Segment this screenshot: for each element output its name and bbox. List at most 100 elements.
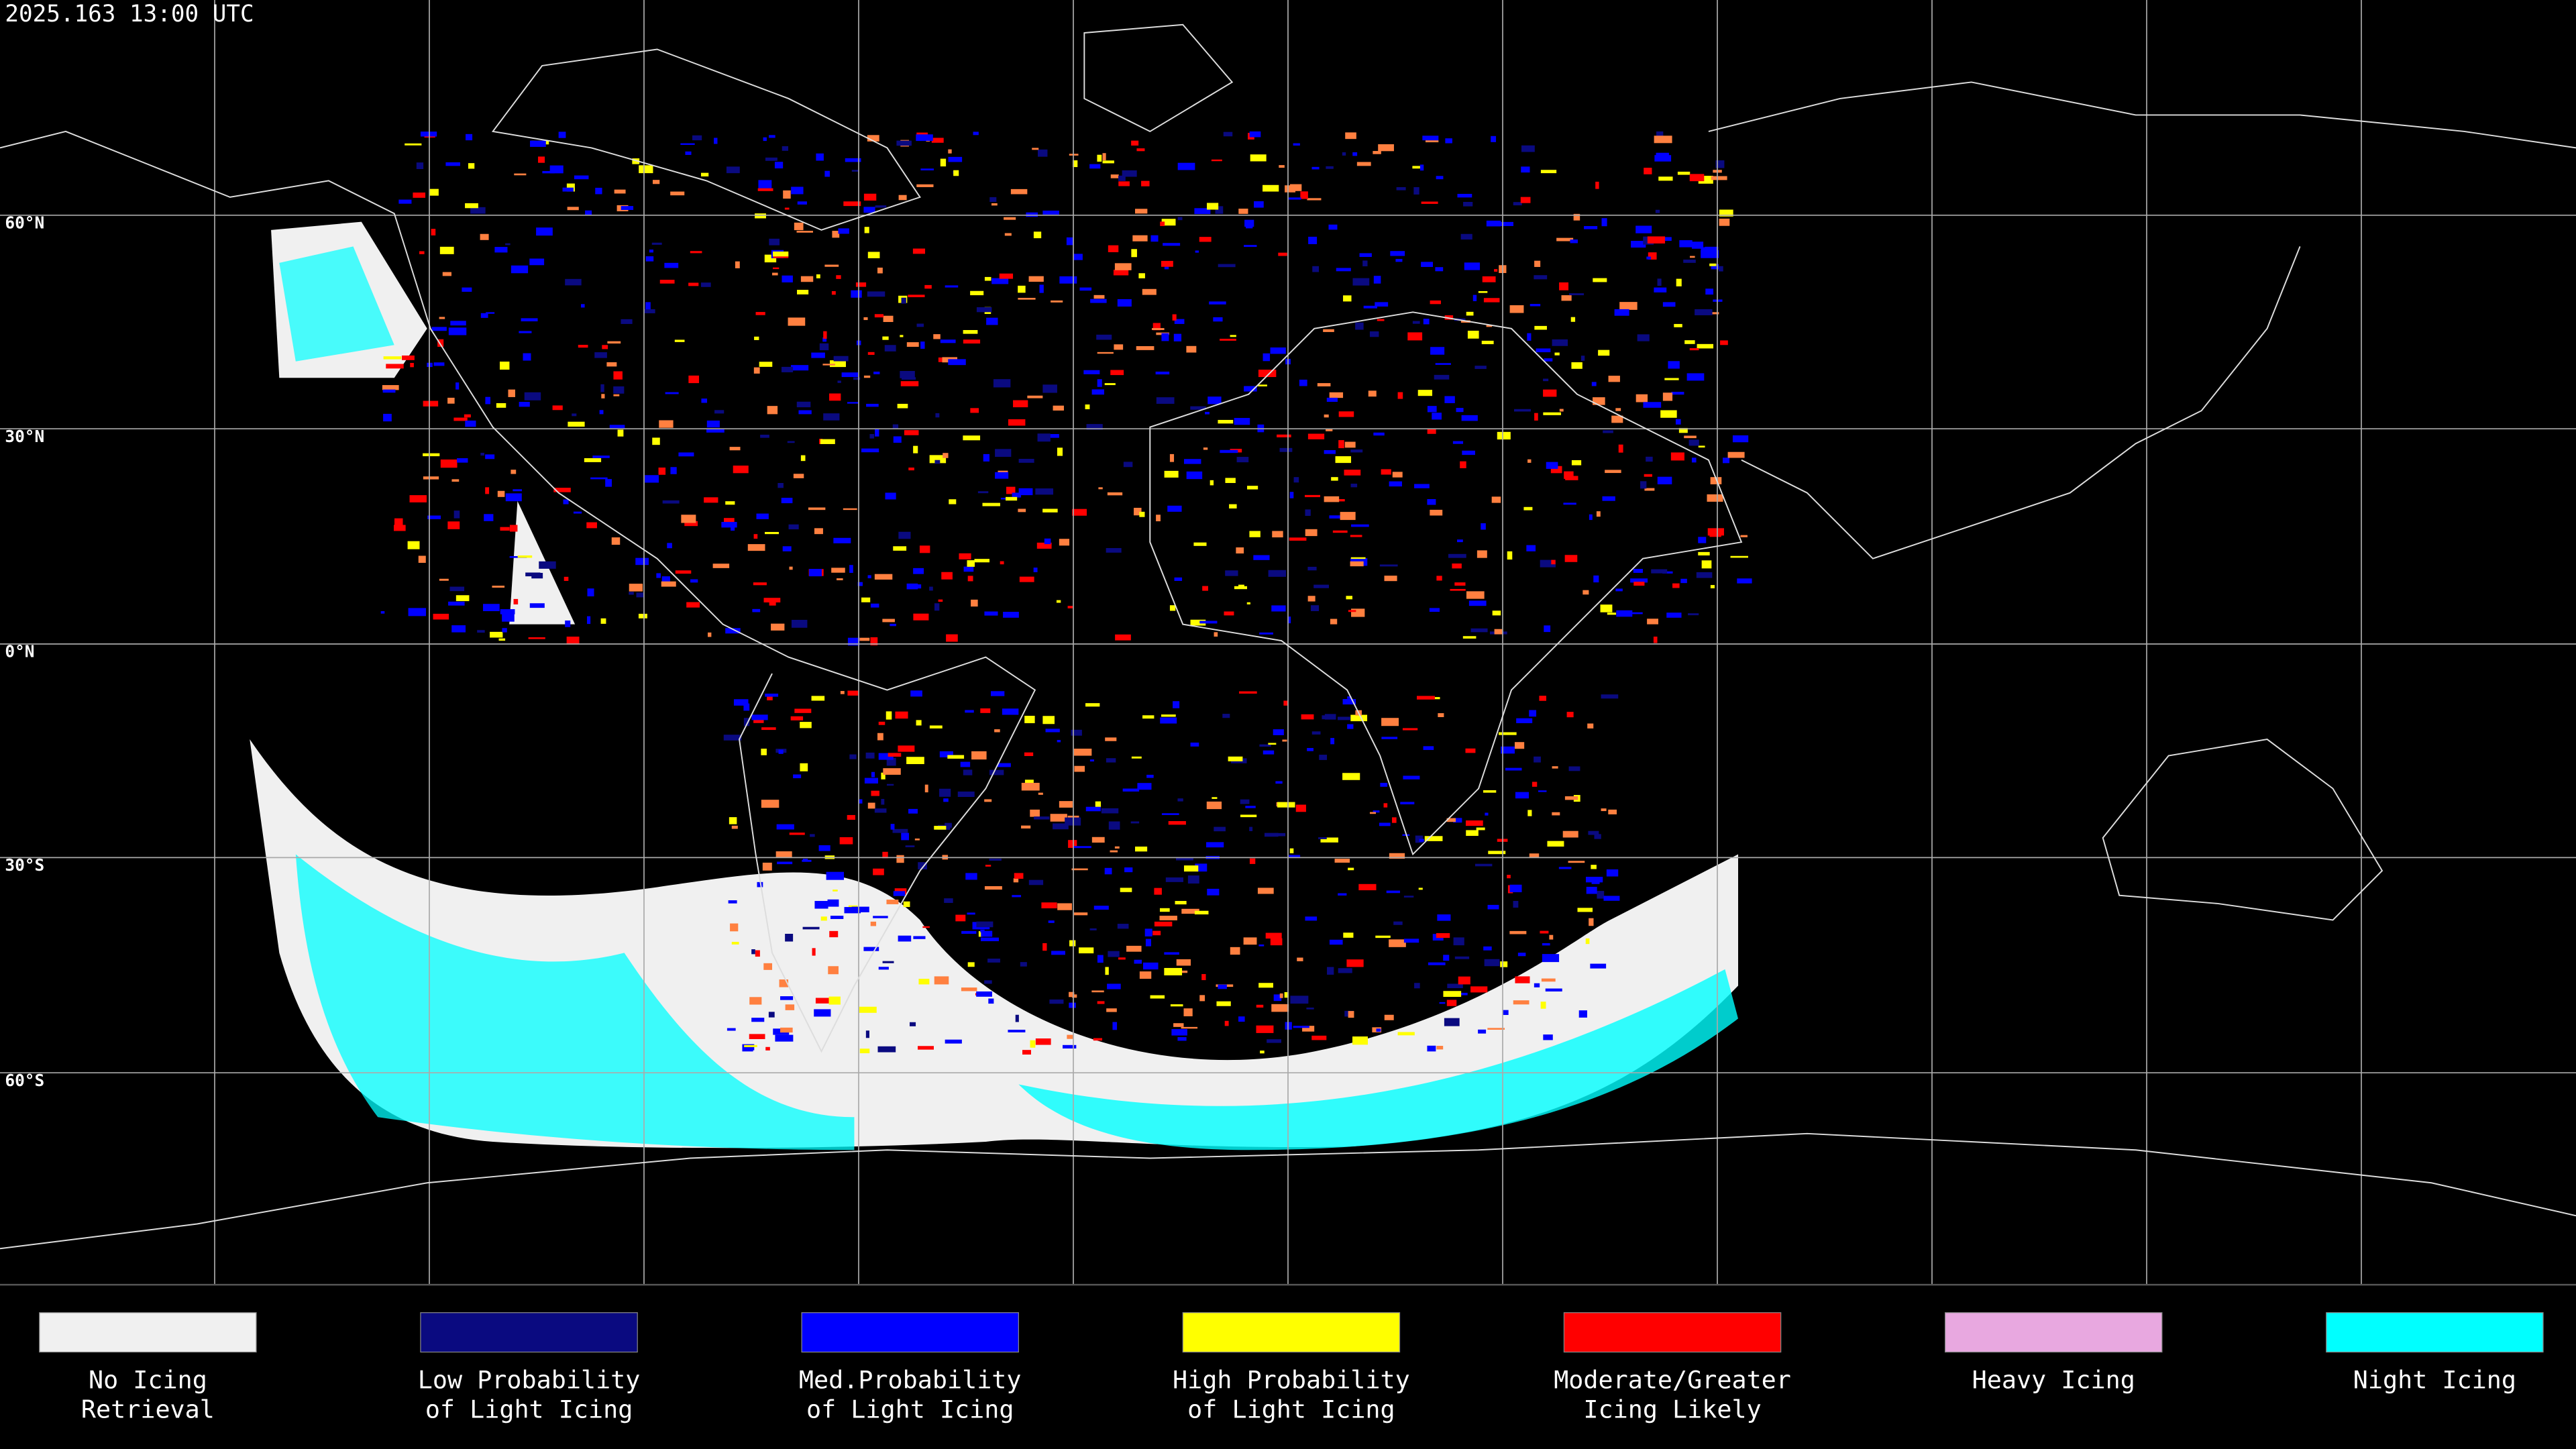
icing-pixel: [976, 921, 994, 928]
icing-pixel: [1344, 441, 1356, 448]
icing-pixel: [1501, 746, 1515, 754]
icing-pixel: [945, 285, 959, 288]
icing-pixel: [1206, 801, 1222, 810]
icing-pixel: [965, 710, 974, 713]
icing-pixel: [989, 197, 997, 202]
icing-pixel: [1073, 846, 1091, 849]
icing-pixel: [1603, 896, 1620, 901]
icing-pixel: [1457, 539, 1463, 543]
icing-pixel: [455, 382, 460, 390]
icing-pixel: [519, 331, 532, 333]
icing-pixel: [790, 716, 804, 720]
icing-pixel: [490, 631, 503, 638]
icing-pixel: [1018, 285, 1026, 293]
icing-pixel: [908, 467, 914, 471]
icing-pixel: [1491, 496, 1501, 503]
icing-pixel: [1676, 278, 1682, 286]
icing-pixel: [901, 833, 910, 841]
icing-pixel: [1004, 233, 1012, 236]
icing-pixel: [1559, 282, 1569, 290]
icing-pixel: [1123, 462, 1133, 468]
icing-pixel: [897, 403, 908, 409]
icing-pixel: [1110, 850, 1118, 853]
icing-pixel: [1369, 812, 1377, 814]
icing-pixel: [800, 276, 814, 282]
icing-pixel: [974, 559, 990, 563]
icing-pixel: [638, 613, 647, 619]
icing-pixel: [871, 771, 875, 777]
latitude-labels: 60°N 30°N 0°N 30°S 60°S: [5, 213, 44, 1089]
icing-pixel: [984, 276, 991, 281]
icing-pixel: [1545, 988, 1562, 991]
icing-pixel: [908, 294, 925, 298]
icing-pixel: [1048, 920, 1055, 923]
icing-pixel: [1214, 826, 1226, 832]
icing-pixel: [824, 170, 830, 177]
icing-pixel: [1091, 990, 1104, 993]
icing-pixel: [408, 608, 427, 616]
icing-pixel: [450, 321, 466, 326]
icing-pixel: [423, 400, 439, 407]
icing-pixel: [445, 162, 460, 166]
icing-pixel: [1483, 946, 1492, 951]
icing-pixel: [1432, 413, 1442, 420]
icing-pixel: [967, 962, 975, 967]
icing-pixel: [990, 691, 1005, 696]
icing-pixel: [1419, 839, 1424, 842]
icing-pixel: [1632, 612, 1643, 614]
icing-pixel: [592, 455, 610, 458]
icing-pixel: [1425, 140, 1439, 143]
icing-pixel: [1654, 287, 1667, 292]
icing-pixel: [1447, 983, 1463, 989]
icing-pixel: [1483, 298, 1500, 303]
icing-pixel: [984, 980, 992, 984]
icing-pixel: [1097, 352, 1114, 354]
icing-pixel: [1069, 1002, 1076, 1008]
icing-pixel: [1720, 340, 1728, 345]
icing-pixel: [1421, 201, 1438, 204]
icing-pixel: [670, 191, 685, 196]
icing-pixel: [1014, 873, 1024, 879]
icing-pixel: [708, 632, 712, 637]
icing-pixel: [1105, 737, 1117, 741]
icing-pixel: [847, 814, 855, 820]
icing-pixel: [1073, 912, 1088, 916]
icing-pixel: [1633, 569, 1643, 573]
icing-pixel: [1177, 217, 1183, 221]
icing-pixel: [1688, 613, 1699, 616]
icing-pixel: [1272, 531, 1283, 538]
legend-label: No Icing: [89, 1365, 207, 1394]
icing-pixel: [413, 193, 426, 198]
icing-pixel: [511, 470, 517, 474]
icing-pixel: [913, 445, 918, 453]
icing-pixel: [767, 406, 778, 415]
icing-pixel: [863, 375, 871, 378]
icing-pixel: [1215, 206, 1224, 214]
icing-pixel: [1230, 947, 1240, 955]
icing-pixel: [1330, 738, 1335, 745]
icing-pixel: [1534, 413, 1538, 421]
icing-pixel: [1549, 934, 1554, 940]
icing-pixel: [1350, 557, 1366, 559]
icing-pixel: [1381, 718, 1399, 727]
icing-pixel: [505, 243, 511, 246]
icing-pixel: [1018, 298, 1036, 300]
icing-pixel: [1234, 418, 1250, 425]
icing-pixel: [1566, 712, 1574, 718]
icing-pixel: [893, 436, 902, 443]
icing-pixel: [943, 798, 949, 802]
icing-pixel: [448, 327, 467, 335]
icing-pixel: [756, 513, 769, 519]
icing-pixel: [1732, 435, 1749, 443]
icing-pixel: [448, 601, 465, 606]
icing-pixel: [602, 345, 608, 350]
icing-pixel: [1126, 945, 1142, 952]
icing-pixel: [383, 413, 392, 422]
icing-pixel: [1352, 278, 1370, 286]
icing-pixel: [1246, 223, 1253, 229]
icing-pixel: [1356, 162, 1371, 166]
icing-pixel: [558, 131, 566, 138]
icing-pixel: [714, 138, 718, 144]
icing-pixel: [1464, 262, 1481, 270]
icing-pixel: [914, 838, 920, 841]
